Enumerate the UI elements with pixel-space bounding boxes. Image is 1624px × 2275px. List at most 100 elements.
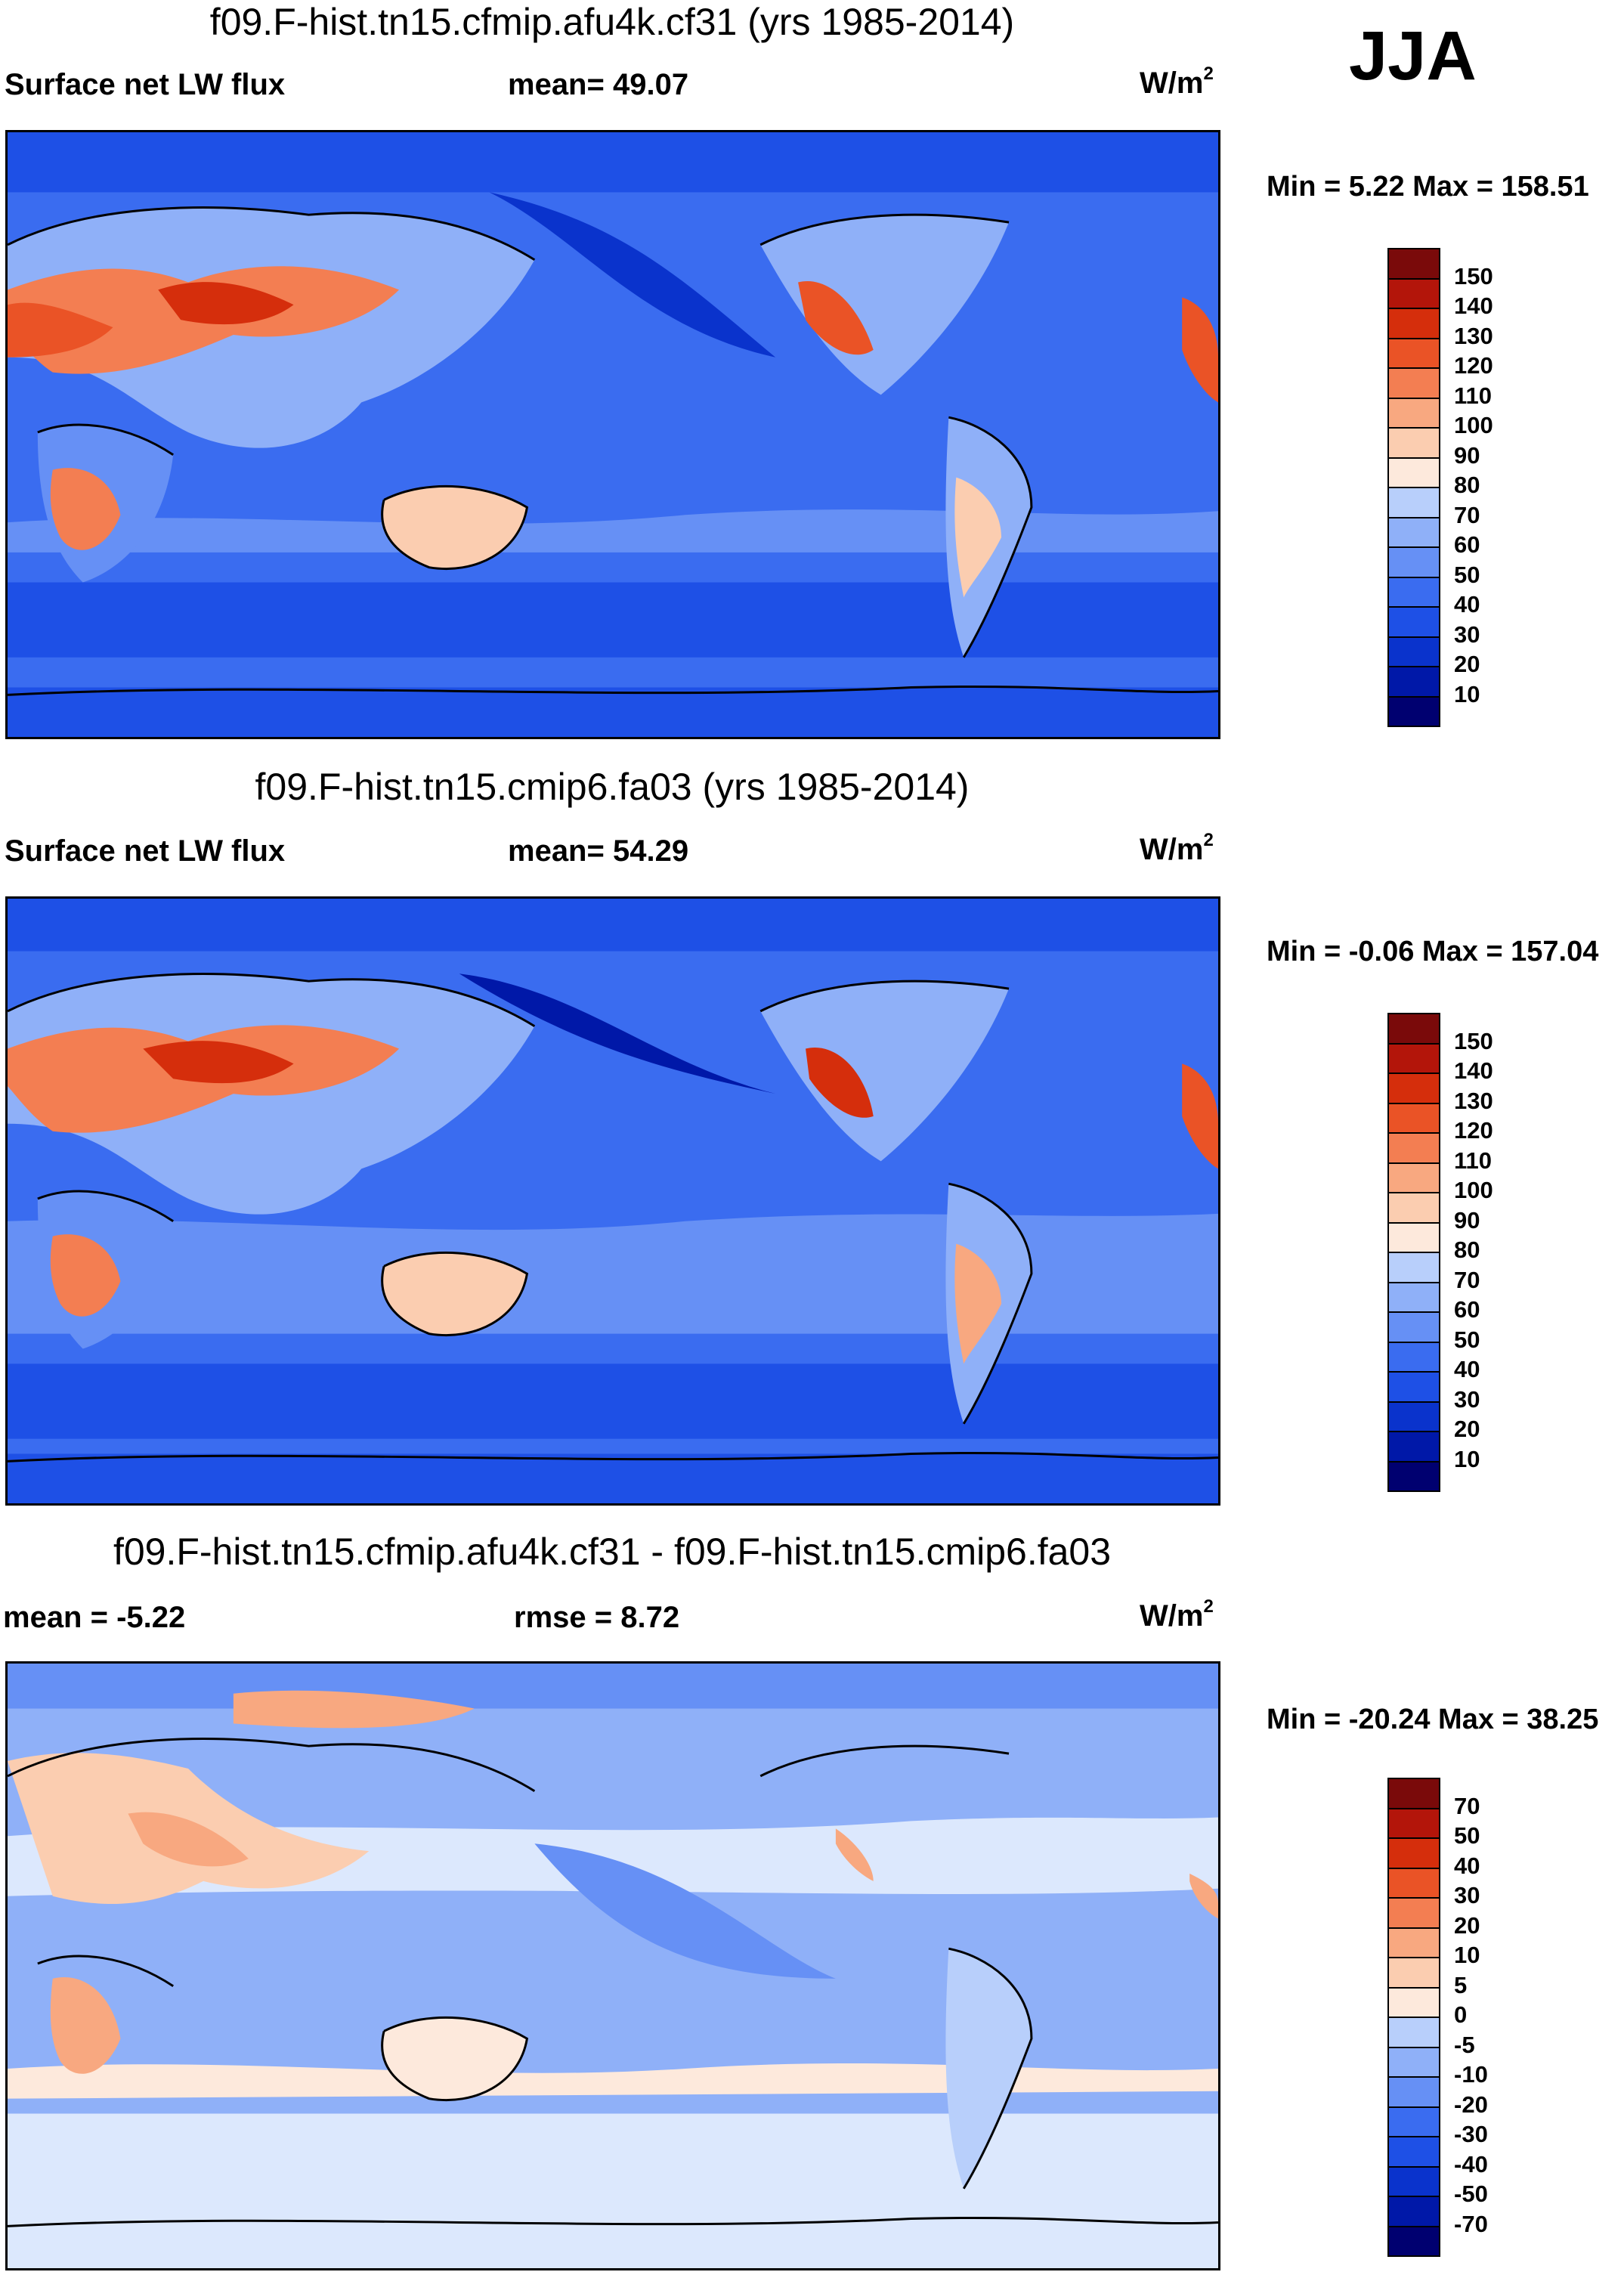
colorbar-tick-label: 40	[1454, 1852, 1480, 1879]
panel2-units: W/m2	[1140, 830, 1214, 866]
colorbar-tick-label: 30	[1454, 1882, 1480, 1908]
colorbar-tick-label: 150	[1454, 1027, 1493, 1054]
colorbar-box	[1387, 576, 1440, 608]
panel2-variable-label: Surface net LW flux	[5, 834, 286, 868]
colorbar-tick-label: 20	[1454, 651, 1480, 677]
colorbar-box	[1387, 1072, 1440, 1104]
colorbar-box	[1387, 277, 1440, 309]
colorbar-tick-label: 40	[1454, 591, 1480, 618]
colorbar-tick-label: -40	[1454, 2150, 1488, 2178]
panel3-map	[5, 1661, 1220, 2270]
colorbar-box	[1387, 1807, 1440, 1839]
colorbar-box	[1387, 2136, 1440, 2168]
colorbar-box	[1387, 546, 1440, 578]
colorbar-box	[1387, 1252, 1440, 1283]
colorbar-tick-label: 10	[1454, 1445, 1480, 1472]
colorbar-tick-label: 70	[1454, 1792, 1480, 1819]
season-label: JJA	[1349, 17, 1477, 94]
panel1-map-svg	[8, 132, 1218, 737]
panel3-rmse-label: rmse = 8.72	[514, 1601, 680, 1634]
colorbar-tick-label: 130	[1454, 1087, 1493, 1114]
colorbar-box	[1387, 1460, 1440, 1492]
colorbar-tick-label: -30	[1454, 2121, 1488, 2147]
colorbar-tick-label: 120	[1454, 1117, 1493, 1144]
colorbar-tick-label: -5	[1454, 2031, 1475, 2058]
colorbar-box	[1387, 2165, 1440, 2197]
colorbar-tick-label: 110	[1454, 1147, 1493, 1174]
colorbar-tick-label: 50	[1454, 561, 1480, 588]
colorbar-tick-label: 100	[1454, 412, 1493, 438]
panel2-map-svg	[8, 899, 1218, 1503]
colorbar-box	[1387, 1986, 1440, 2018]
colorbar-box	[1387, 695, 1440, 727]
colorbar-box	[1387, 1897, 1440, 1929]
panel1-title: f09.F-hist.tn15.cfmip.afu4k.cf31 (yrs 19…	[209, 1, 1015, 43]
colorbar-box	[1387, 1013, 1440, 1045]
colorbar-box	[1387, 487, 1440, 518]
colorbar-box	[1387, 1371, 1440, 1403]
colorbar-tick-label: 50	[1454, 1326, 1480, 1353]
colorbar-tick-label: 80	[1454, 472, 1480, 498]
colorbar-box	[1387, 1867, 1440, 1899]
colorbar-tick-label: -20	[1454, 2091, 1488, 2118]
colorbar-box	[1387, 1311, 1440, 1343]
colorbar-box	[1387, 2225, 1440, 2257]
panel2-min-max: Min = -0.06 Max = 157.04	[1267, 936, 1599, 967]
colorbar-box	[1387, 248, 1440, 280]
panel2-mean-label: mean= 54.29	[508, 834, 689, 868]
colorbar-box	[1387, 666, 1440, 698]
colorbar-tick-label: 140	[1454, 292, 1493, 319]
colorbar-tick-label: 60	[1454, 1296, 1480, 1323]
colorbar-tick-label: 50	[1454, 1822, 1480, 1849]
colorbar-box	[1387, 1281, 1440, 1313]
colorbar-tick-label: 110	[1454, 382, 1493, 409]
colorbar-box	[1387, 1102, 1440, 1134]
colorbar-tick-label: -10	[1454, 2061, 1488, 2088]
colorbar-box	[1387, 2196, 1440, 2227]
colorbar-tick-label: -50	[1454, 2181, 1488, 2207]
panel3-title: f09.F-hist.tn15.cfmip.afu4k.cf31 - f09.F…	[113, 1531, 1112, 1573]
colorbar-tick-label: 20	[1454, 1911, 1480, 1939]
colorbar-tick-label: 10	[1454, 1942, 1480, 1968]
panel3-map-svg	[8, 1664, 1218, 2268]
colorbar-box	[1387, 1401, 1440, 1432]
colorbar-box	[1387, 1837, 1440, 1869]
colorbar-tick-label: 140	[1454, 1057, 1493, 1084]
panel1-units: W/m2	[1140, 63, 1214, 100]
panel3-min-max: Min = -20.24 Max = 38.25	[1267, 1704, 1599, 1735]
colorbar-tick-label: 130	[1454, 322, 1493, 349]
panel1-min-max: Min = 5.22 Max = 158.51	[1267, 171, 1589, 203]
colorbar-box	[1387, 2046, 1440, 2078]
colorbar-box	[1387, 1431, 1440, 1462]
colorbar-box	[1387, 1221, 1440, 1253]
panel1-variable-label: Surface net LW flux	[5, 68, 286, 101]
panel1-map	[5, 130, 1220, 739]
colorbar-tick-label: 80	[1454, 1237, 1480, 1263]
colorbar-tick-label: -70	[1454, 2210, 1488, 2237]
colorbar-tick-label: 5	[1454, 1971, 1468, 1998]
colorbar-box	[1387, 1778, 1440, 1809]
colorbar-tick-label: 120	[1454, 352, 1493, 379]
colorbar-box	[1387, 367, 1440, 399]
colorbar-box	[1387, 1957, 1440, 1989]
colorbar-tick-label: 70	[1454, 1266, 1480, 1293]
colorbar-box	[1387, 2076, 1440, 2108]
colorbar-box	[1387, 1192, 1440, 1224]
colorbar-box	[1387, 606, 1440, 638]
colorbar-tick-label: 100	[1454, 1177, 1493, 1203]
panel3-mean-label: mean = -5.22	[3, 1601, 186, 1634]
colorbar-box	[1387, 2017, 1440, 2048]
colorbar-box	[1387, 337, 1440, 369]
colorbar-box	[1387, 1042, 1440, 1074]
colorbar-box	[1387, 516, 1440, 548]
colorbar-tick-label: 10	[1454, 680, 1480, 707]
colorbar-box	[1387, 1132, 1440, 1164]
colorbar-tick-label: 30	[1454, 621, 1480, 648]
colorbar-box	[1387, 397, 1440, 429]
colorbar-tick-label: 40	[1454, 1356, 1480, 1382]
panel3-units: W/m2	[1140, 1596, 1214, 1633]
colorbar-box	[1387, 2106, 1440, 2137]
colorbar-box	[1387, 1341, 1440, 1373]
colorbar-tick-label: 70	[1454, 501, 1480, 528]
colorbar-tick-label: 90	[1454, 1206, 1480, 1233]
